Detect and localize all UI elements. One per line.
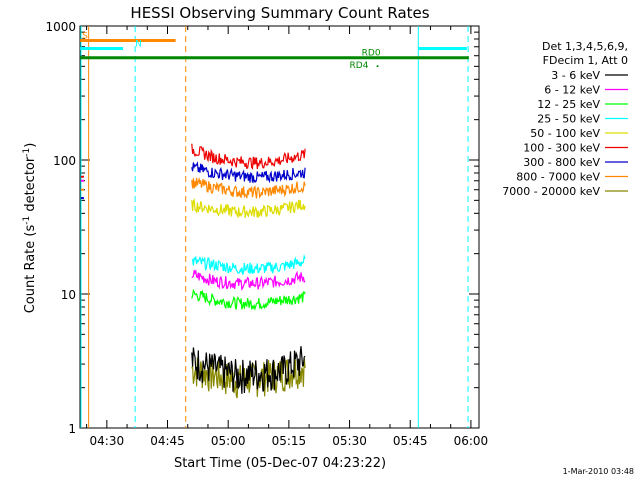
series-line-6-12-kev (191, 268, 306, 291)
axis-ticks: 1 10 100 1000 04:30 04:45 05:00 05:15 05:30 05:45… (45, 20, 488, 448)
series-line-100-300-kev (191, 143, 306, 170)
series-line-800-7000-kev (191, 176, 306, 199)
y-tick-label: 100 (53, 154, 76, 168)
y-tick-label: 1 (68, 422, 76, 436)
legend-entry-label: 100 - 300 keV (523, 142, 600, 155)
flag-bars: S N RD0 RD4 (80, 31, 469, 71)
legend-entry-label: 300 - 800 keV (523, 156, 600, 169)
flag-label: N (135, 39, 142, 49)
series-line-50-100-kev (191, 197, 306, 219)
legend-entry-label: 800 - 7000 keV (516, 171, 600, 184)
legend-entry-label: 12 - 25 keV (537, 98, 600, 111)
x-tick-label: 05:00 (211, 434, 246, 448)
legend-entry-label: 25 - 50 keV (537, 113, 600, 126)
flag-dot (376, 65, 379, 68)
series-line-3-6-kev (191, 346, 306, 394)
legend-entry-label: 6 - 12 keV (544, 84, 600, 97)
flag-text: RD4 (350, 61, 369, 71)
legend-entry-label: 3 - 6 keV (551, 69, 600, 82)
y-axis-label-main: Count Rate (s (23, 225, 38, 314)
y-axis-label-mid: detector (23, 156, 38, 216)
x-axis-label: Start Time (05-Dec-07 04:23:22) (174, 456, 386, 471)
chart-title: HESSI Observing Summary Count Rates (130, 4, 429, 22)
x-tick-label: 04:45 (150, 434, 185, 448)
plot-frame (79, 25, 480, 429)
y-axis-label-sup2: -1 (22, 148, 32, 157)
legend-header-line1: Det 1,3,4,5,6,9, (542, 40, 628, 53)
legend-header-line2: FDecim 1, Att 0 (543, 54, 628, 67)
x-tick-label: 04:30 (90, 434, 125, 448)
x-tick-label: 05:30 (332, 434, 367, 448)
series-line-25-50-kev (191, 253, 306, 275)
y-axis-label-sup1: -1 (22, 216, 32, 225)
flag-label: S (82, 31, 88, 41)
series-layer (80, 143, 306, 399)
y-tick-label: 10 (61, 288, 76, 302)
legend-entry-label: 7000 - 20000 keV (502, 185, 600, 198)
legend: Det 1,3,4,5,6,9, FDecim 1, Att 0 3 - 6 k… (502, 40, 628, 198)
y-tick-label: 1000 (45, 20, 76, 34)
series-line-12-25-kev (191, 288, 306, 311)
y-axis-label-end: ) (23, 143, 38, 148)
time-markers (80, 26, 469, 428)
x-tick-label: 05:15 (272, 434, 307, 448)
legend-entry-label: 50 - 100 keV (530, 127, 600, 140)
x-tick-label: 06:00 (454, 434, 489, 448)
footer-date: 1-Mar-2010 03:48 (563, 467, 634, 476)
x-tick-label: 05:45 (393, 434, 428, 448)
series-line-300-800-kev (191, 161, 306, 184)
y-axis-label: Count Rate (s-1 detector-1) (22, 143, 38, 314)
flag-label: RD0 (362, 49, 381, 59)
